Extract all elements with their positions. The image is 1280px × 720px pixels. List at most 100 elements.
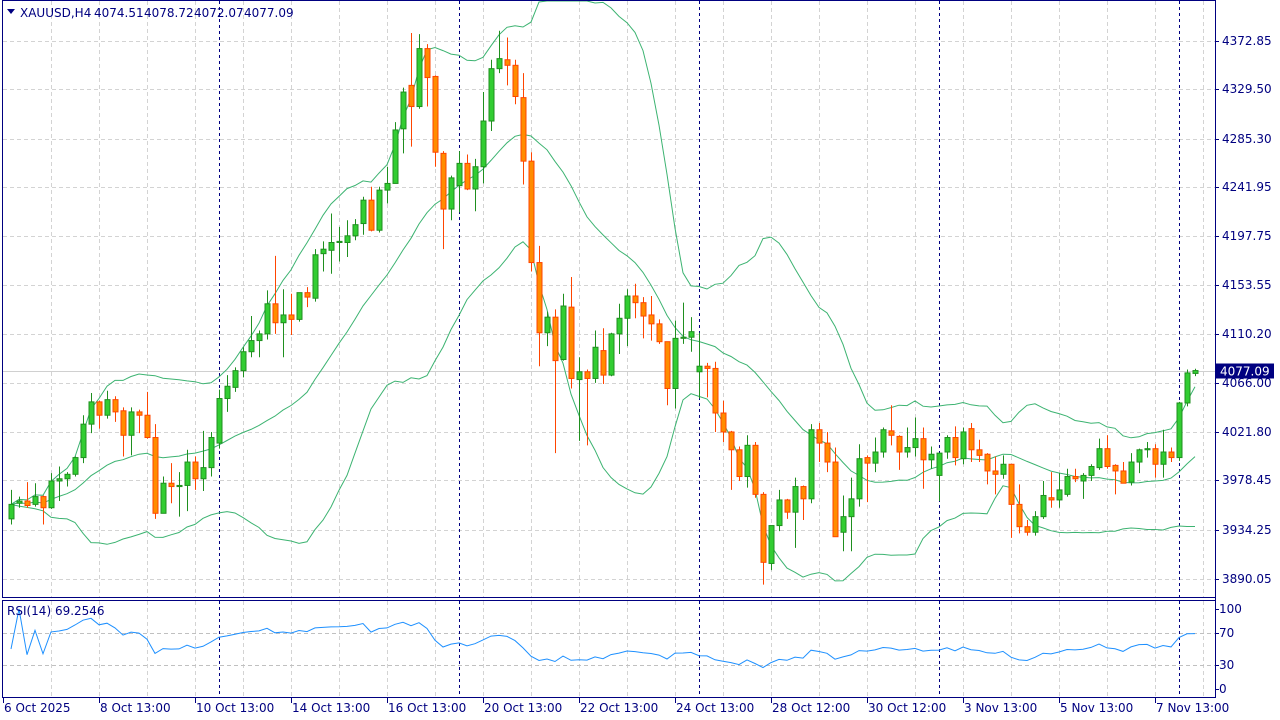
candle-bullish[interactable] (320, 241, 327, 272)
candle-bullish[interactable] (104, 390, 111, 419)
candle-bullish[interactable] (688, 317, 695, 352)
candle-bearish[interactable] (304, 287, 311, 308)
candle-bullish[interactable] (1096, 438, 1103, 470)
candle-bullish[interactable] (960, 427, 967, 465)
candle-bullish[interactable] (840, 495, 847, 552)
candle-bearish[interactable] (728, 430, 735, 490)
candle-bullish[interactable] (576, 357, 583, 441)
candle-bearish[interactable] (168, 463, 175, 504)
candle-bearish[interactable] (648, 295, 655, 341)
candle-bullish[interactable] (696, 332, 703, 399)
candle-bullish[interactable] (1064, 468, 1071, 497)
candle-bearish[interactable] (552, 309, 559, 454)
candle-bearish[interactable] (408, 32, 415, 147)
candle-bullish[interactable] (232, 367, 239, 392)
triangle-down-icon[interactable] (7, 9, 15, 14)
candle-bearish[interactable] (640, 297, 647, 339)
candle-bullish[interactable] (608, 332, 615, 377)
candle-bearish[interactable] (1104, 435, 1111, 469)
candle-bearish[interactable] (568, 277, 575, 389)
candle-bullish[interactable] (944, 435, 951, 459)
candle-bearish[interactable] (536, 245, 543, 367)
candle-bearish[interactable] (24, 482, 31, 508)
candle-bullish[interactable] (456, 151, 463, 213)
candle-bearish[interactable] (120, 407, 127, 457)
candle-bullish[interactable] (792, 477, 799, 548)
candle-bearish[interactable] (144, 391, 151, 439)
candle-bullish[interactable] (448, 175, 455, 221)
candle-bullish[interactable] (1040, 480, 1047, 519)
price-axis[interactable]: 4372.85 4329.50 4285.30 4241.95 4197.75 4153.… (1215, 34, 1274, 586)
candle-bullish[interactable] (328, 213, 335, 274)
candle-bearish[interactable] (40, 495, 47, 525)
candle-bearish[interactable] (752, 441, 759, 498)
candle-bullish[interactable] (1144, 441, 1151, 458)
candle-bullish[interactable] (128, 407, 135, 456)
candle-bearish[interactable] (864, 455, 871, 503)
candle-bearish[interactable] (976, 439, 983, 463)
candle-bullish[interactable] (256, 330, 263, 358)
candle-bullish[interactable] (936, 452, 943, 502)
candle-bullish[interactable] (208, 431, 215, 477)
candle-bullish[interactable] (384, 166, 391, 204)
candle-bullish[interactable] (32, 483, 39, 507)
candle-bullish[interactable] (544, 311, 551, 347)
candle-bullish[interactable] (1160, 429, 1167, 478)
candle-bullish[interactable] (280, 289, 287, 358)
candle-bullish[interactable] (616, 303, 623, 354)
candle-bullish[interactable] (904, 427, 911, 458)
candle-bullish[interactable] (16, 496, 23, 508)
candle-bearish[interactable] (464, 154, 471, 191)
candle-bullish[interactable] (848, 477, 855, 552)
candle-bearish[interactable] (736, 446, 743, 481)
candle-bearish[interactable] (992, 456, 999, 495)
candle-bullish[interactable] (1000, 455, 1007, 479)
candle-bearish[interactable] (1048, 472, 1055, 508)
candle-bearish[interactable] (520, 73, 527, 185)
candle-bullish[interactable] (72, 456, 79, 477)
candle-bullish[interactable] (1032, 511, 1039, 536)
candle-bearish[interactable] (800, 485, 807, 520)
candle-bullish[interactable] (400, 87, 407, 154)
candle-bullish[interactable] (344, 220, 351, 257)
candles[interactable] (8, 30, 1199, 585)
candle-bearish[interactable] (704, 362, 711, 398)
candle-bearish[interactable] (600, 328, 607, 385)
candle-bearish[interactable] (664, 341, 671, 406)
candle-bullish[interactable] (1192, 368, 1199, 377)
candle-bullish[interactable] (184, 449, 191, 512)
candle-bullish[interactable] (64, 472, 71, 487)
candle-bearish[interactable] (1008, 463, 1015, 538)
candle-bearish[interactable] (1112, 464, 1119, 495)
candle-bullish[interactable] (80, 415, 87, 464)
candle-bearish[interactable] (512, 59, 519, 105)
candle-bullish[interactable] (176, 472, 183, 517)
candle-bearish[interactable] (152, 424, 159, 519)
candle-bullish[interactable] (240, 347, 247, 378)
candle-bullish[interactable] (1184, 369, 1191, 407)
candle-bullish[interactable] (376, 186, 383, 233)
candle-bullish[interactable] (1136, 448, 1143, 474)
time-axis[interactable]: 6 Oct 2025 8 Oct 13:00 10 Oct 13:00 14 Oct … (3, 698, 1230, 715)
candle-bearish[interactable] (920, 427, 927, 489)
candle-bullish[interactable] (912, 417, 919, 457)
candle-bullish[interactable] (560, 293, 567, 361)
candle-bearish[interactable] (832, 447, 839, 538)
candle-bearish[interactable] (712, 361, 719, 432)
candle-bearish[interactable] (816, 423, 823, 463)
candle-bearish[interactable] (1016, 484, 1023, 534)
candle-bullish[interactable] (1128, 453, 1135, 486)
candle-bearish[interactable] (432, 75, 439, 167)
candle-bullish[interactable] (768, 525, 775, 571)
candle-bearish[interactable] (952, 426, 959, 466)
candle-bullish[interactable] (624, 289, 631, 347)
candle-bullish[interactable] (160, 476, 167, 514)
candle-bearish[interactable] (368, 186, 375, 232)
candle-bullish[interactable] (680, 302, 687, 344)
candle-bearish[interactable] (1120, 462, 1127, 484)
candle-bullish[interactable] (496, 30, 503, 74)
candle-bullish[interactable] (856, 444, 863, 507)
candle-bullish[interactable] (216, 389, 223, 449)
candle-bullish[interactable] (8, 489, 15, 525)
